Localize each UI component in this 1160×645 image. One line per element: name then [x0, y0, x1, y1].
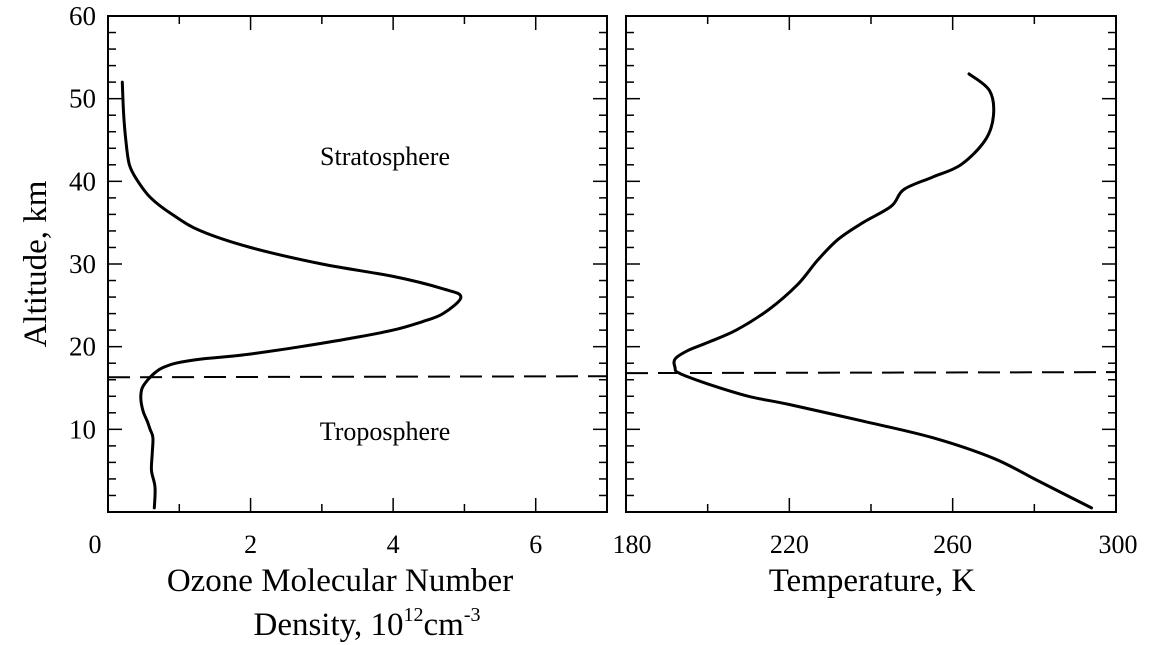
- x-tick-label: 2: [244, 530, 257, 559]
- ozone-density-curve: [120, 80, 463, 510]
- right-ticks: [626, 16, 1116, 512]
- x-tick-label: 6: [529, 530, 542, 559]
- x-tick-label: 0: [89, 530, 102, 559]
- left-y-tick-labels: 10 20 30 40 50 60: [69, 1, 96, 444]
- y-tick-label: 60: [69, 1, 96, 31]
- y-tick-label: 30: [69, 249, 96, 279]
- right-x-tick-labels: 180 220 260 300: [613, 530, 1138, 559]
- left-x-tick-labels: 0 2 4 6: [89, 530, 543, 559]
- troposphere-label: Troposphere: [320, 417, 450, 446]
- stratosphere-label: Stratosphere: [320, 142, 450, 171]
- density-unit-exponent: -3: [464, 604, 481, 626]
- x-tick-label: 300: [1099, 530, 1138, 559]
- y-tick-label: 20: [69, 332, 96, 362]
- right-tropopause-line: [625, 371, 1117, 375]
- y-tick-label: 40: [69, 166, 96, 196]
- left-x-axis-label-line1: Ozone Molecular Number: [167, 563, 513, 599]
- x-tick-label: 260: [933, 530, 972, 559]
- right-x-axis-label: Temperature, K: [769, 563, 976, 599]
- left-ticks: [108, 16, 607, 512]
- y-tick-label: 10: [69, 414, 96, 444]
- x-tick-label: 180: [613, 530, 652, 559]
- left-x-axis-label-line2: Density, 1012cm-3: [253, 604, 480, 643]
- x-tick-label: 220: [770, 530, 809, 559]
- temperature-curve: [672, 72, 1093, 510]
- left-tropopause-line: [107, 375, 608, 379]
- density-unit: cm: [424, 607, 465, 643]
- density-prefix: Density, 10: [253, 607, 403, 643]
- y-axis-label: Altitude, km: [18, 180, 54, 347]
- y-tick-label: 50: [69, 84, 96, 114]
- x-tick-label: 4: [387, 530, 400, 559]
- density-exponent: 12: [404, 604, 424, 626]
- right-plot-frame: [625, 15, 1117, 513]
